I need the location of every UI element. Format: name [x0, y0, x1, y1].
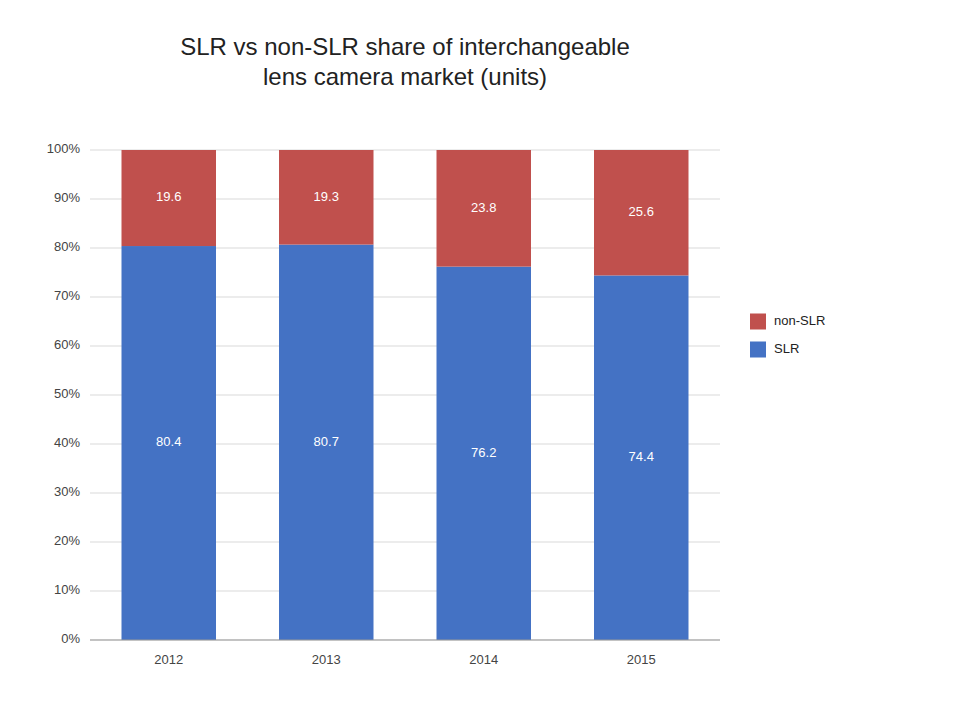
legend-swatch — [750, 314, 766, 330]
y-tick-label: 90% — [54, 190, 80, 205]
bars — [122, 150, 689, 640]
data-labels: 80.4 80.7 76.2 74.4 19.6 19.3 23.8 25.6 — [156, 189, 654, 464]
legend: non-SLR SLR — [750, 313, 825, 358]
bar — [594, 275, 689, 640]
chart: SLR vs non-SLR share of interchangeable l… — [0, 0, 960, 720]
bar — [594, 150, 689, 275]
grid — [90, 150, 720, 640]
y-tick-label: 70% — [54, 288, 80, 303]
data-label: 76.2 — [471, 445, 496, 460]
data-label: 19.6 — [156, 189, 181, 204]
data-label: 25.6 — [629, 204, 654, 219]
y-tick-label: 40% — [54, 435, 80, 450]
title-line: SLR vs non-SLR share of interchangeable — [180, 33, 630, 60]
bar — [122, 150, 217, 246]
x-axis-line — [90, 640, 720, 641]
y-tick-label: 50% — [54, 386, 80, 401]
grid-line — [90, 640, 720, 641]
legend-label: SLR — [774, 341, 799, 356]
data-label: 19.3 — [314, 189, 339, 204]
x-axis: 2012 2013 2014 2015 — [90, 640, 720, 667]
bar — [437, 267, 532, 640]
data-label: 80.7 — [314, 434, 339, 449]
y-tick-label: 60% — [54, 337, 80, 352]
bar — [279, 150, 374, 245]
x-tick-label: 2013 — [312, 652, 341, 667]
x-tick-label: 2012 — [154, 652, 183, 667]
legend-label: non-SLR — [774, 313, 825, 328]
data-label: 80.4 — [156, 434, 181, 449]
background — [0, 0, 960, 720]
y-tick-label: 0% — [61, 631, 80, 646]
y-tick-label: 10% — [54, 582, 80, 597]
bar — [122, 246, 217, 640]
x-tick-label: 2014 — [469, 652, 498, 667]
bar — [437, 150, 532, 267]
legend-swatch — [750, 342, 766, 358]
y-tick-label: 20% — [54, 533, 80, 548]
y-tick-label: 80% — [54, 239, 80, 254]
data-label: 74.4 — [629, 449, 654, 464]
title: SLR vs non-SLR share of interchangeable l… — [180, 33, 630, 90]
bar — [279, 245, 374, 640]
y-tick-label: 30% — [54, 484, 80, 499]
x-tick-label: 2015 — [627, 652, 656, 667]
y-tick-label: 100% — [47, 141, 81, 156]
data-label: 23.8 — [471, 200, 496, 215]
title-line: lens camera market (units) — [263, 63, 547, 90]
y-axis: 0% 10% 20% 30% 40% 50% 60% 70% 80% 90% 100% — [47, 141, 81, 646]
